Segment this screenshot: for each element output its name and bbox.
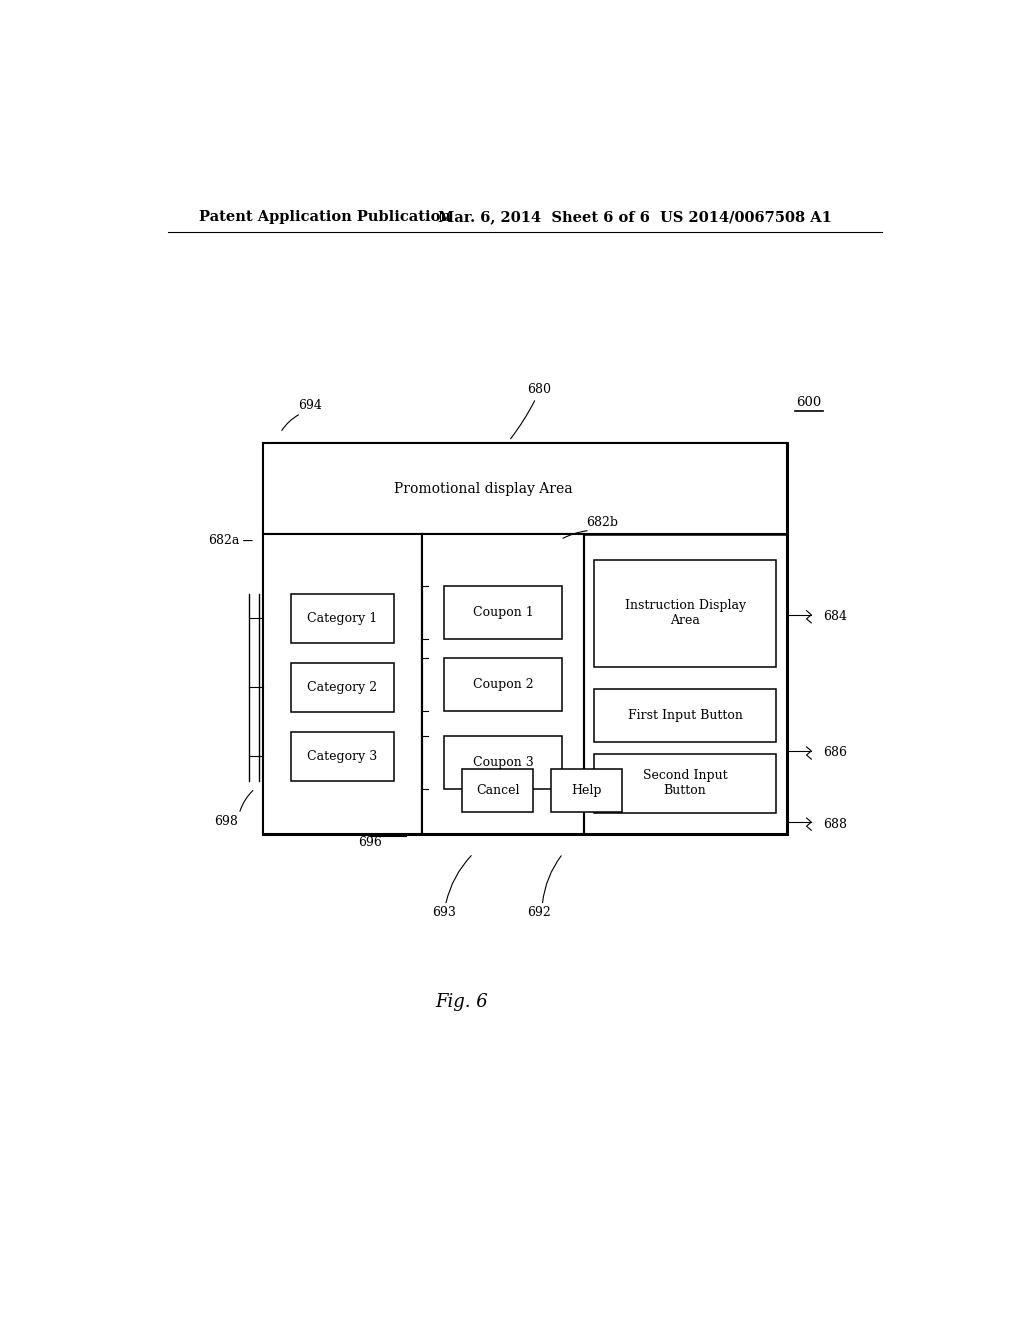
Bar [462,770,534,812]
Text: Promotional display Area: Promotional display Area [393,482,572,496]
Text: Fig. 6: Fig. 6 [435,993,487,1011]
Bar [422,535,585,834]
Text: First Input Button: First Input Button [628,709,742,722]
Text: 698: 698 [214,814,238,828]
Bar [594,689,776,742]
Text: Category 1: Category 1 [307,612,378,624]
Text: Instruction Display
Area: Instruction Display Area [625,599,745,627]
Bar [263,444,786,834]
Text: Category 2: Category 2 [307,681,377,694]
Text: Patent Application Publication: Patent Application Publication [200,210,452,224]
Bar [263,535,422,834]
Bar [594,754,776,813]
Text: Coupon 1: Coupon 1 [473,606,534,619]
Bar [291,733,394,780]
Text: 686: 686 [823,747,847,759]
Bar [263,444,786,535]
Text: 694: 694 [299,399,323,412]
Text: Mar. 6, 2014  Sheet 6 of 6: Mar. 6, 2014 Sheet 6 of 6 [437,210,649,224]
Text: 696: 696 [358,836,382,849]
Text: Cancel: Cancel [476,784,519,797]
Text: 680: 680 [527,383,551,396]
Bar [291,594,394,643]
Text: 600: 600 [797,396,821,409]
Text: 684: 684 [823,610,847,623]
Text: Coupon 3: Coupon 3 [473,756,534,768]
Text: 692: 692 [527,906,551,919]
Bar [444,737,562,789]
Bar [444,586,562,639]
Text: US 2014/0067508 A1: US 2014/0067508 A1 [659,210,831,224]
Text: 682a: 682a [208,535,240,546]
Bar [594,560,776,667]
Text: 693: 693 [432,906,456,919]
Bar [444,657,562,710]
Bar [291,663,394,711]
Text: Coupon 2: Coupon 2 [473,678,534,690]
Text: 688: 688 [823,817,847,830]
Text: Category 3: Category 3 [307,750,378,763]
Bar [551,770,623,812]
Text: Second Input
Button: Second Input Button [643,770,727,797]
Text: Help: Help [571,784,602,797]
Text: 682b: 682b [587,516,618,529]
